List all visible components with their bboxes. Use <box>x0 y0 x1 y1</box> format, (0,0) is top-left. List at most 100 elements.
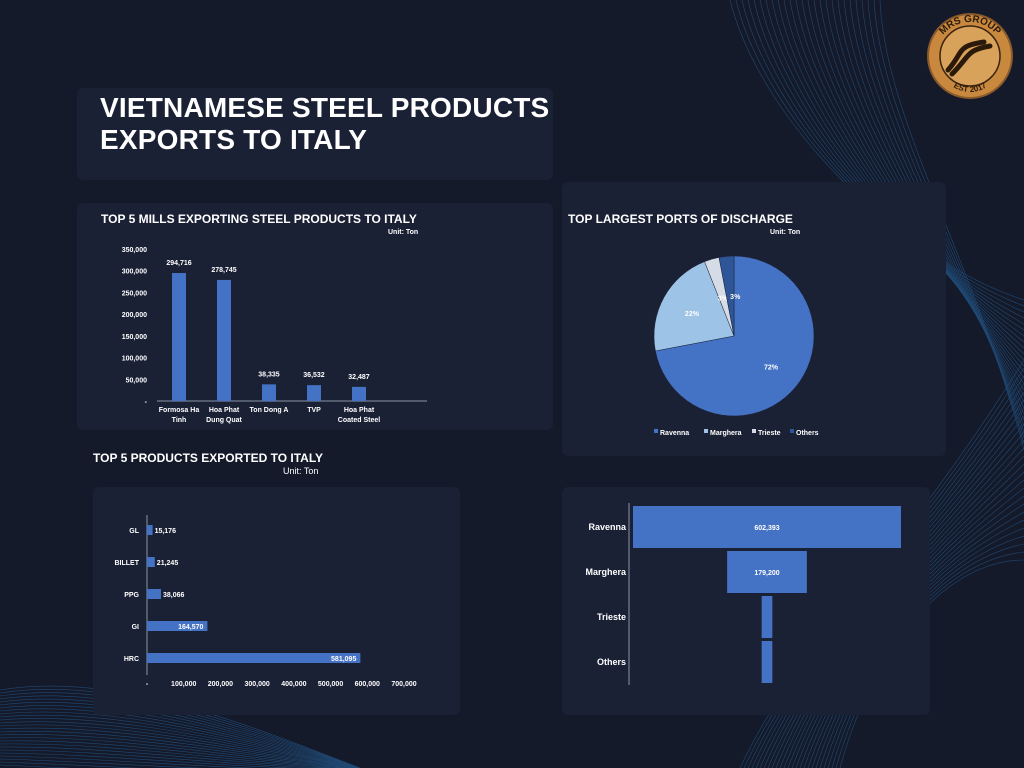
mills-chart-title: TOP 5 MILLS EXPORTING STEEL PRODUCTS TO … <box>101 212 417 226</box>
x-tick-label: - <box>146 681 149 688</box>
bar <box>147 557 155 567</box>
deco-wave-line <box>0 734 361 768</box>
deco-wave-line <box>0 764 360 768</box>
x-tick-label: 300,000 <box>244 681 269 688</box>
deco-wave-line <box>0 752 360 768</box>
data-label: 32,487 <box>348 374 370 381</box>
x-tick-label: 100,000 <box>171 681 196 688</box>
deco-wave-line <box>729 0 1024 301</box>
deco-wave-line <box>0 737 361 768</box>
bar <box>352 386 366 401</box>
data-label: 179,200 <box>754 570 779 577</box>
pie-label: 22% <box>685 311 700 318</box>
bar <box>147 621 208 631</box>
data-label: 38,335 <box>258 371 280 378</box>
legend-label: Ravenna <box>660 430 689 437</box>
y-tick-label: HRC <box>124 656 139 663</box>
y-tick-label: 300,000 <box>122 269 147 276</box>
ports-pie-title: TOP LARGEST PORTS OF DISCHARGE <box>568 212 793 226</box>
title-panel <box>77 88 553 180</box>
x-tick-label: Ton Dong A <box>250 407 289 414</box>
deco-wave-line <box>0 708 361 768</box>
y-tick-label: 150,000 <box>122 334 147 341</box>
deco-wave-line <box>0 724 361 768</box>
pie-slice <box>653 261 735 352</box>
products-bar-chart: GL 15,176 BILLET 21,245 PPG 38,066 GI 164,570 HR… <box>115 515 417 688</box>
deco-wave-line <box>0 727 361 768</box>
bar <box>147 653 361 663</box>
data-label: 294,716 <box>166 260 191 267</box>
x-tick-label: Formosa Ha <box>159 407 200 414</box>
deco-wave-line <box>735 0 1024 307</box>
deco-wave-line <box>0 730 361 768</box>
deco-wave-line <box>0 705 361 768</box>
products-chart-title: TOP 5 PRODUCTS EXPORTED TO ITALY <box>93 451 324 465</box>
pie-label: 72% <box>764 365 779 372</box>
products-chart-panel <box>93 487 460 715</box>
deco-wave-line <box>0 743 361 768</box>
deco-wave-line <box>0 714 361 768</box>
data-label: 164,570 <box>178 624 203 631</box>
legend-label: Marghera <box>710 430 742 437</box>
x-tick-label: 700,000 <box>391 681 416 688</box>
legend-swatch <box>790 429 794 433</box>
data-label: 21,245 <box>157 560 179 567</box>
bar <box>262 384 276 401</box>
legend-swatch <box>654 429 658 433</box>
deco-wave-line <box>0 740 361 768</box>
mrs-group-logo: MRS GROUP EST 2017 <box>927 13 1013 99</box>
ports-funnel-chart: Ravenna 602,393 Marghera 179,200 Trieste Othe… <box>585 503 901 685</box>
products-chart-unit: Unit: Ton <box>283 466 319 476</box>
bar <box>307 385 321 401</box>
funnel-bar <box>761 641 773 683</box>
pie-slice <box>655 255 815 417</box>
x-tick-label: Hoa Phat <box>344 407 375 414</box>
mills-bar-chart: - 50,000 100,000 150,000 200,000 250,000 300,0… <box>122 247 427 424</box>
data-label: 15,176 <box>155 528 177 535</box>
data-label: 602,393 <box>754 525 779 532</box>
bar <box>172 273 186 401</box>
deco-wave-line <box>0 718 361 768</box>
data-label: 36,532 <box>303 372 325 379</box>
ports-pie-chart: 72% 22% 3% 3% Ravenna Marghera Trieste Others <box>653 255 819 437</box>
y-tick-label: Ravenna <box>588 522 627 532</box>
pie-slice <box>718 255 735 337</box>
bar <box>147 525 153 535</box>
deco-wave-line <box>0 721 361 768</box>
funnel-bar <box>633 506 901 548</box>
y-tick-label: Marghera <box>585 567 627 577</box>
deco-wave-line <box>0 746 361 768</box>
logo-bottom-text: EST 2017 <box>952 81 988 94</box>
deco-wave-line <box>741 0 1024 313</box>
y-tick-label: 350,000 <box>122 247 147 254</box>
deco-wave-line <box>0 695 361 768</box>
x-tick-label: 600,000 <box>355 681 380 688</box>
x-tick-label: 200,000 <box>208 681 233 688</box>
legend-label: Others <box>796 430 819 437</box>
ports-pie-unit: Unit: Ton <box>770 229 801 236</box>
mills-chart-unit: Unit: Ton <box>388 229 419 236</box>
y-tick-label: 200,000 <box>122 312 147 319</box>
pie-label: 3% <box>730 294 741 301</box>
legend-swatch <box>704 429 708 433</box>
y-tick-label: 50,000 <box>126 377 148 384</box>
y-tick-label: GI <box>132 624 139 631</box>
funnel-bar <box>727 551 807 593</box>
y-tick-label: GL <box>129 528 139 535</box>
y-tick-label: PPG <box>124 592 139 599</box>
data-label: 38,066 <box>163 592 185 599</box>
deco-wave-line <box>0 698 361 768</box>
y-tick-label: Others <box>597 657 626 667</box>
deco-wave-line <box>0 755 360 768</box>
deco-wave-line <box>0 761 360 768</box>
x-tick-label: Hoa Phat <box>209 407 240 414</box>
deco-wave-line <box>0 702 361 768</box>
page-title: VIETNAMESE STEEL PRODUCTS EXPORTS TO ITA… <box>100 92 550 155</box>
y-tick-label: 250,000 <box>122 290 147 297</box>
y-tick-label: BILLET <box>115 560 140 567</box>
y-tick-label: 100,000 <box>122 356 147 363</box>
x-tick-label: Tinh <box>172 417 187 424</box>
funnel-bar <box>761 596 773 638</box>
x-tick-label: 400,000 <box>281 681 306 688</box>
x-tick-label: Dung Quat <box>206 417 242 424</box>
